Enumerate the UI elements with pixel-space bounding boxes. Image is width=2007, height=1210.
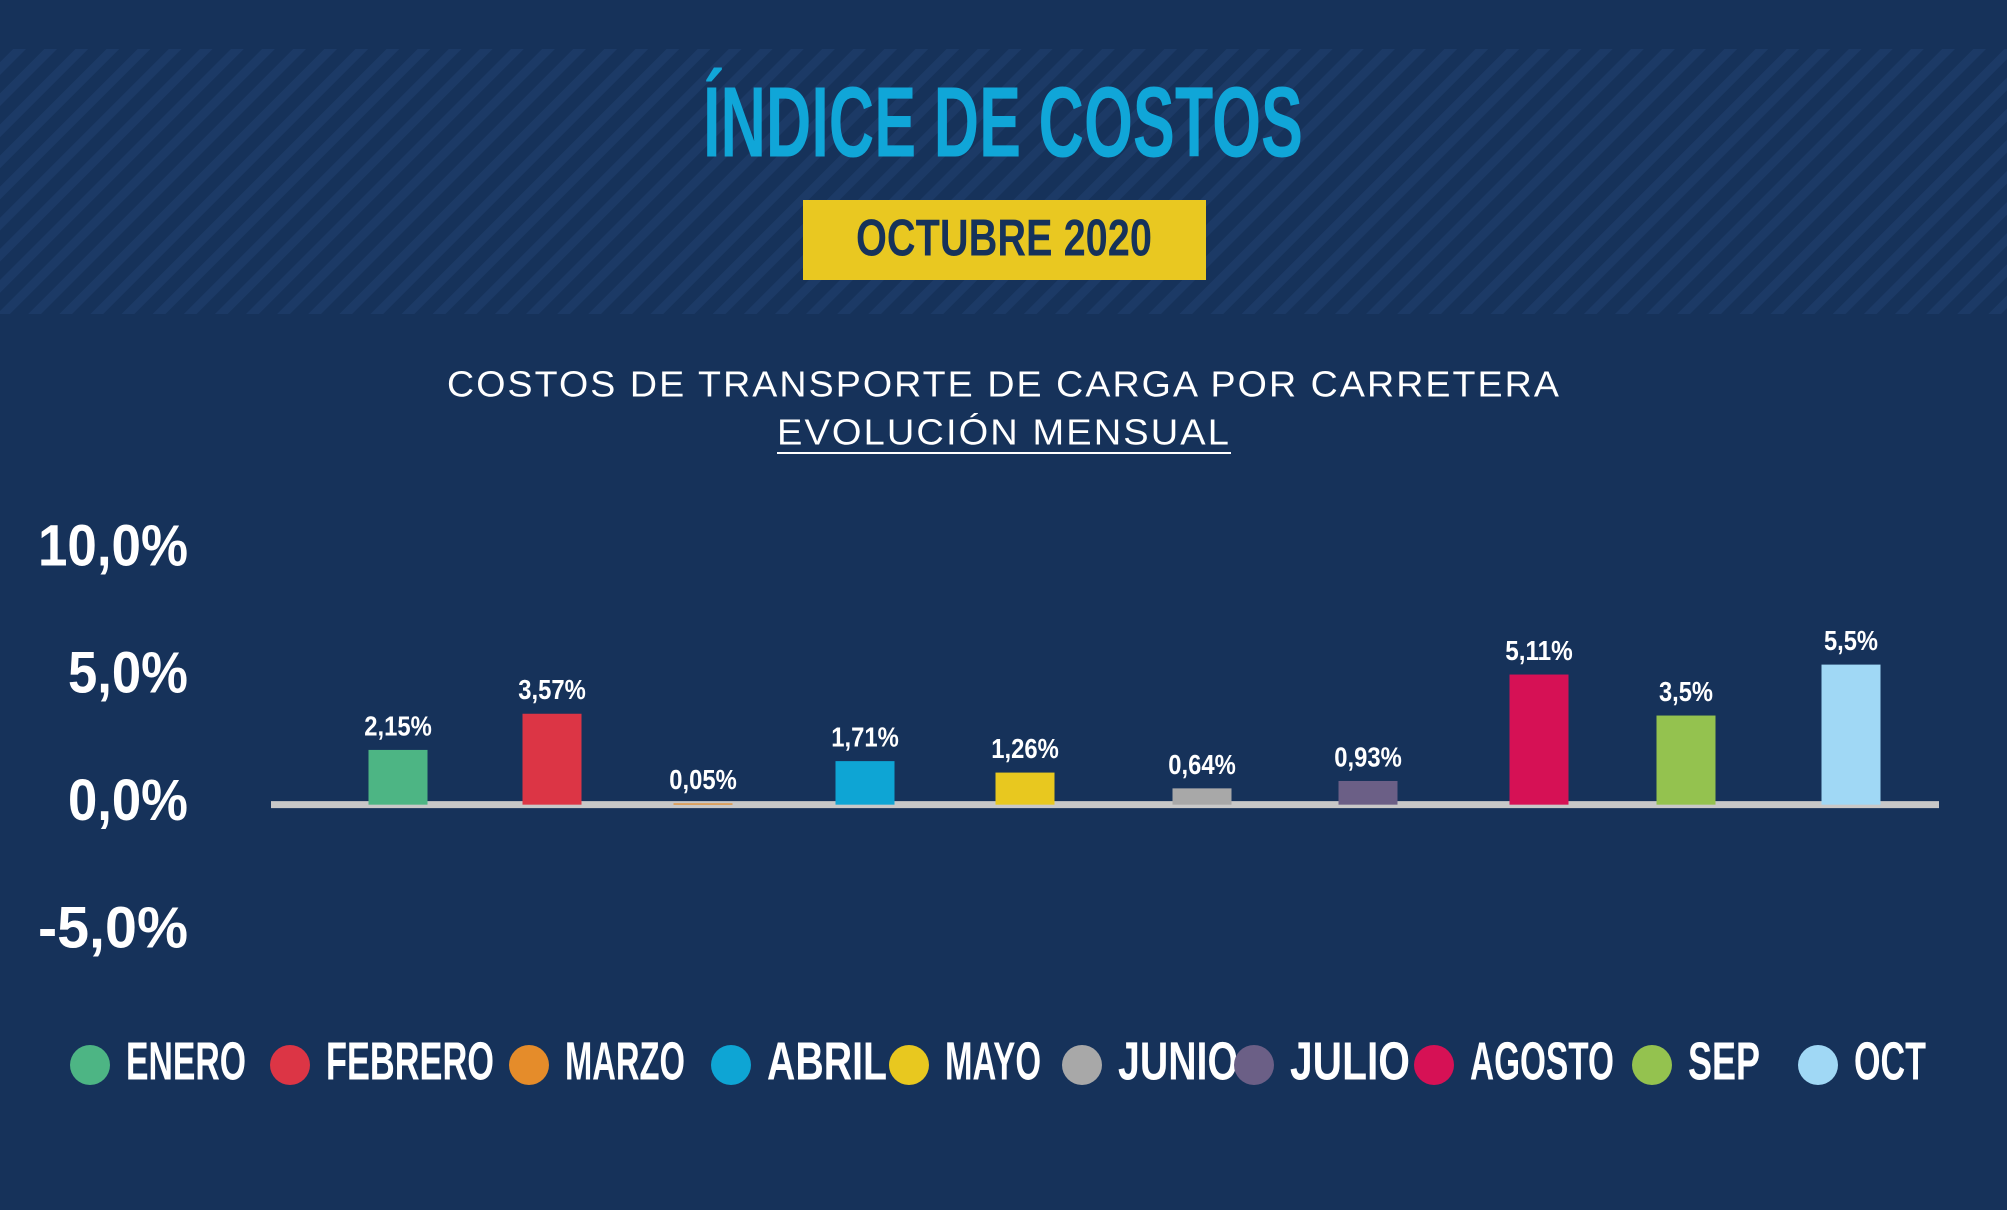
bar — [1509, 674, 1569, 805]
legend-swatch — [270, 1045, 310, 1085]
y-tick-label: 5,0% — [68, 641, 188, 706]
y-tick-label: 10,0% — [38, 513, 188, 578]
value-label: 0,64% — [1168, 749, 1236, 780]
legend-swatch — [1632, 1045, 1672, 1085]
bar — [522, 713, 582, 805]
chart-subtitle: EVOLUCIÓN MENSUAL — [777, 412, 1231, 453]
value-label: 1,26% — [991, 733, 1059, 764]
legend-swatch — [889, 1045, 929, 1085]
legend-label: JUNIO — [1118, 1031, 1238, 1091]
chart-title: COSTOS DE TRANSPORTE DE CARGA POR CARRET… — [447, 364, 1561, 405]
value-label: 1,71% — [831, 722, 899, 753]
bar — [673, 803, 733, 805]
legend-swatch — [1062, 1045, 1102, 1085]
title: ÍNDICE DE COSTOS — [703, 66, 1303, 178]
value-label: 0,05% — [669, 764, 737, 795]
legend-swatch — [1414, 1045, 1454, 1085]
subtitle: OCTUBRE 2020 — [856, 210, 1152, 268]
bar — [1338, 780, 1398, 805]
legend-label: OCT — [1854, 1031, 1926, 1091]
legend-label: ABRIL — [767, 1031, 887, 1091]
legend-label: FEBRERO — [326, 1031, 494, 1091]
y-tick-label: -5,0% — [38, 895, 188, 960]
value-label: 5,5% — [1824, 625, 1878, 656]
date-badge — [803, 200, 1206, 280]
value-label: 3,57% — [518, 674, 586, 705]
value-label: 0,93% — [1334, 741, 1402, 772]
legend-swatch — [1798, 1045, 1838, 1085]
value-label: 5,11% — [1505, 635, 1573, 666]
legend-label: MARZO — [565, 1031, 685, 1091]
legend-swatch — [70, 1045, 110, 1085]
bar — [1821, 664, 1881, 805]
bar — [995, 772, 1055, 805]
legend-swatch — [1234, 1045, 1274, 1085]
legend-swatch — [711, 1045, 751, 1085]
bar — [1172, 788, 1232, 805]
value-label: 2,15% — [364, 710, 432, 741]
bar — [368, 749, 428, 805]
y-tick-label: 0,0% — [68, 768, 188, 833]
legend-label: JULIO — [1290, 1031, 1410, 1091]
legend-swatch — [509, 1045, 549, 1085]
value-label: 3,5% — [1659, 676, 1713, 707]
legend-label: ENERO — [126, 1031, 246, 1091]
legend-label: AGOSTO — [1470, 1031, 1614, 1091]
bar — [835, 761, 895, 805]
bar — [1656, 715, 1716, 805]
legend-label: MAYO — [945, 1031, 1041, 1091]
legend-label: SEP — [1688, 1031, 1760, 1091]
